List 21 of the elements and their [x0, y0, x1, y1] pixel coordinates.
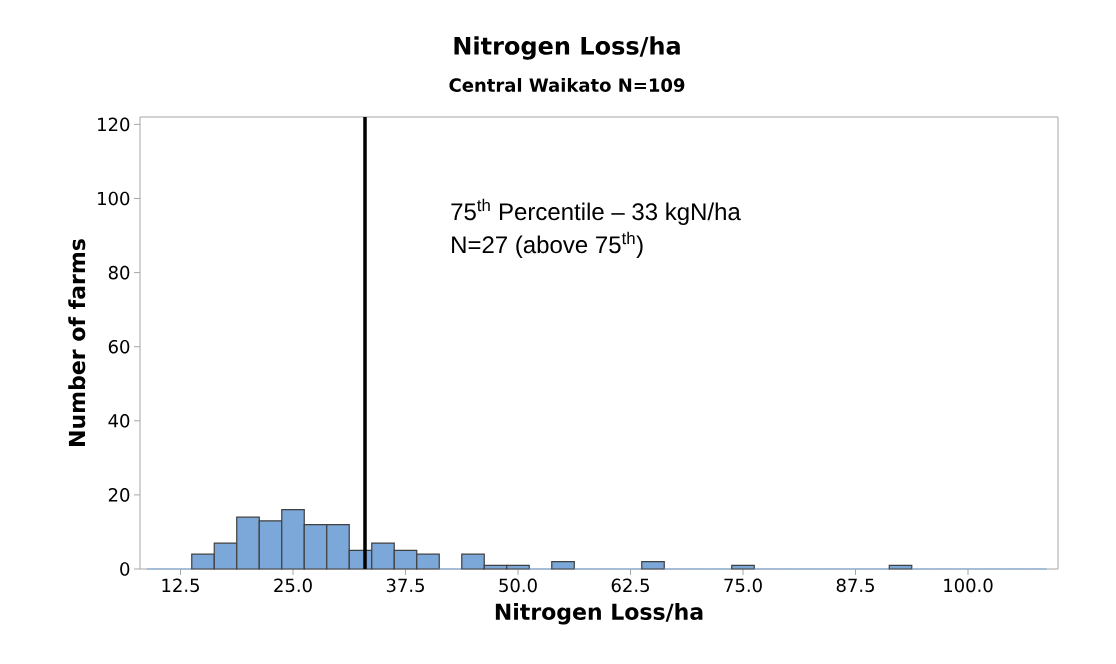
annotation: 75$^{th}$ Percentile – 33 kgN/ha: [451, 198, 741, 225]
chart-subtitle: Central Waikato N=109: [449, 78, 685, 92]
y-tick-label: 40: [108, 413, 130, 428]
x-tick-label: 50.0: [499, 578, 537, 593]
x-tick-label: 87.5: [836, 578, 874, 593]
x-tick-label: 37.5: [386, 578, 424, 593]
x-tick-label: 25.0: [274, 578, 312, 593]
x-tick-label: 12.5: [162, 578, 199, 593]
x-tick-label: 62.5: [611, 578, 649, 593]
y-axis-title: Number of farms: [68, 239, 86, 446]
chart-title: Nitrogen Loss/ha: [454, 36, 680, 60]
y-tick-label: 80: [108, 265, 130, 280]
y-tick-label: 0: [120, 562, 130, 576]
x-axis-title: Nitrogen Loss/ha: [495, 602, 703, 625]
y-tick-label: 20: [108, 488, 130, 502]
y-tick-label: 120: [98, 117, 130, 132]
x-tick-label: 100.0: [944, 578, 993, 593]
x-tick-label: 75.0: [724, 578, 762, 593]
annotation: N=27 (above 75$^{th}$): [452, 231, 643, 258]
y-tick-label: 60: [108, 339, 130, 354]
y-tick-label: 100: [98, 191, 130, 206]
